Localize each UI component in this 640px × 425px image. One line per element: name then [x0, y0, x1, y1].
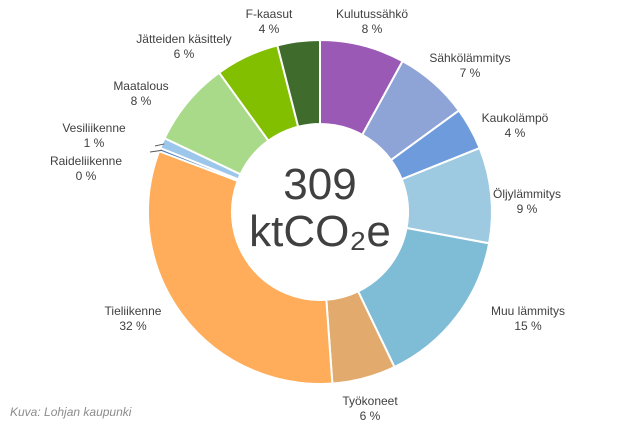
slice-tieliikenne: [147, 149, 334, 385]
slice-name-label: Raideliikenne: [50, 154, 122, 168]
donut-slices: [147, 38, 493, 385]
leader-line: [149, 149, 162, 153]
donut-center-total: 309 ktCO₂e: [249, 160, 391, 256]
slice-percent-label: 8 %: [362, 22, 383, 36]
slice-name-label: F-kaasut: [246, 7, 293, 21]
slice-f-kaasut: [276, 38, 321, 128]
slice-name-label: Kulutussähkö: [336, 7, 408, 21]
total-unit: ktCO₂e: [249, 207, 391, 256]
slice-percent-label: 1 %: [84, 136, 105, 150]
slice-percent-label: 6 %: [174, 47, 195, 61]
slice-name-label: Sähkölämmitys: [429, 51, 510, 65]
slice-percent-label: 0 %: [76, 169, 97, 183]
slice-percent-label: 15 %: [514, 319, 542, 333]
slice-name-label: Työkoneet: [342, 394, 398, 408]
slice-name-label: Vesiliikenne: [62, 121, 126, 135]
slice-percent-label: 9 %: [517, 202, 538, 216]
total-value: 309: [283, 160, 356, 209]
slice-name-label: Muu lämmitys: [491, 304, 565, 318]
leader-lines: [149, 143, 165, 153]
leader-line: [154, 143, 165, 147]
slice-name-label: Maatalous: [113, 79, 168, 93]
slice-percent-label: 6 %: [360, 409, 381, 423]
slice-percent-label: 7 %: [460, 66, 481, 80]
slice-percent-label: 4 %: [259, 22, 280, 36]
slice-percent-label: 8 %: [131, 94, 152, 108]
slice-percent-label: 4 %: [505, 126, 526, 140]
slice-name-label: Öljylämmitys: [493, 187, 561, 201]
slice-name-label: Kaukolämpö: [482, 111, 549, 125]
slice-name-label: Jätteiden käsittely: [136, 32, 231, 46]
slice-percent-label: 32 %: [119, 319, 147, 333]
image-credit: Kuva: Lohjan kaupunki: [10, 405, 132, 419]
slice-name-label: Tieliikenne: [105, 304, 162, 318]
